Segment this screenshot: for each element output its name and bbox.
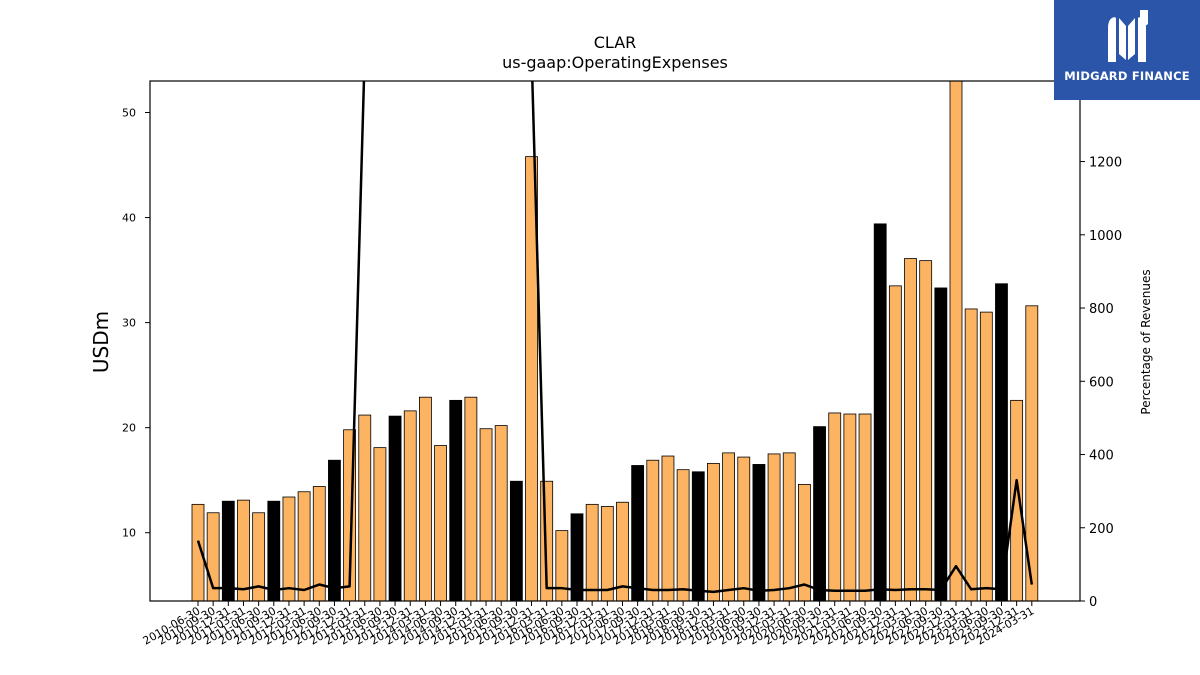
bar (934, 287, 948, 601)
bar (449, 399, 463, 601)
bar (661, 455, 675, 601)
bar (828, 412, 842, 601)
bar (813, 426, 826, 601)
bar (1025, 305, 1039, 601)
bar (585, 503, 599, 601)
bar (282, 496, 296, 601)
y2-axis-label: Percentage of Revenues (1139, 269, 1153, 414)
bar (418, 396, 432, 601)
y-tick-label: 50 (122, 107, 136, 120)
y-tick-label: 30 (122, 317, 136, 330)
bar (479, 428, 493, 601)
plot-frame (149, 80, 1081, 602)
bar (722, 452, 735, 601)
bar (631, 465, 645, 601)
bar (1010, 399, 1024, 601)
bar (388, 415, 402, 601)
y2-tick-label: 800 (1089, 302, 1114, 317)
bar (373, 447, 387, 601)
y-axis-label: USDm (89, 311, 113, 373)
bar (904, 258, 917, 601)
bar (767, 453, 781, 601)
bar (646, 459, 660, 601)
bar (434, 445, 447, 601)
y2-tick-label: 1000 (1089, 229, 1122, 244)
bar (267, 500, 281, 601)
bar (979, 311, 993, 601)
bar (964, 308, 978, 601)
bar (752, 464, 766, 601)
y-tick-label: 20 (122, 422, 136, 435)
bar (237, 499, 250, 601)
y2-tick-label: 600 (1089, 375, 1114, 390)
bar (737, 456, 751, 601)
chart-subtitle: us-gaap:OperatingExpenses (502, 53, 728, 72)
bar (464, 396, 478, 601)
bar (616, 501, 629, 601)
bar (403, 410, 417, 601)
logo-text: MIDGARD FINANCE (1064, 69, 1190, 83)
bar (919, 260, 933, 601)
bar (858, 413, 872, 601)
plot-area (191, 81, 1039, 601)
y2-tick-label: 0 (1089, 595, 1097, 610)
bar (191, 503, 205, 601)
bar (297, 491, 311, 601)
brand-logo: MIDGARD FINANCE (1054, 0, 1200, 100)
chart-title: CLAR (594, 33, 637, 52)
y2-tick-label: 1200 (1089, 156, 1122, 171)
bar (555, 530, 569, 601)
bar (873, 223, 887, 601)
bar (798, 483, 811, 601)
bar (888, 285, 902, 601)
bar (509, 480, 523, 601)
bar (995, 283, 1008, 601)
midgard-logo-icon (1108, 10, 1148, 62)
bar (782, 452, 796, 601)
bar (691, 471, 705, 601)
y2-tick-label: 400 (1089, 449, 1114, 464)
bar (328, 459, 341, 601)
bar (252, 512, 266, 601)
y-tick-label: 40 (122, 212, 136, 225)
y-tick-label: 10 (122, 527, 136, 540)
series-line (196, 81, 1034, 594)
bar (494, 425, 508, 601)
bar (707, 462, 720, 601)
bar (221, 500, 235, 601)
bar (843, 413, 857, 601)
y2-tick-label: 200 (1089, 522, 1114, 537)
bar (358, 414, 372, 601)
bar (949, 81, 963, 601)
bar (600, 506, 614, 601)
bar (676, 469, 690, 601)
bar (570, 513, 584, 601)
